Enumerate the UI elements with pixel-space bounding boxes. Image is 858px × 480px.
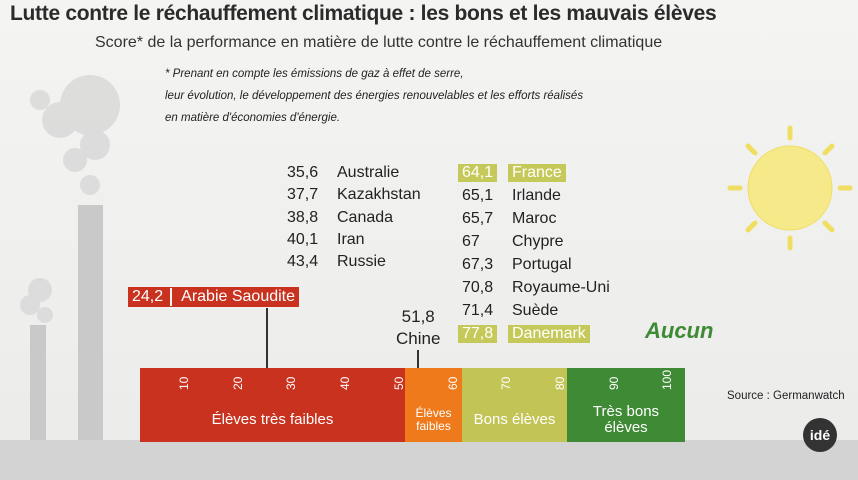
lowest-value: 24,2: [132, 288, 164, 306]
country-score: 65,7: [462, 210, 494, 227]
country-name: Portugal: [512, 256, 572, 273]
country-score: 67,3: [462, 256, 494, 273]
country-name: Kazakhstan: [337, 186, 421, 204]
scale-tick: 60: [445, 376, 460, 390]
scale-segment: [140, 368, 405, 398]
logo: idé: [803, 418, 837, 452]
footnote-line: * Prenant en compte les émissions de gaz…: [165, 68, 464, 80]
none-callout: Aucun: [645, 318, 714, 343]
country-name: Maroc: [512, 210, 557, 227]
country-score: 67: [462, 233, 480, 250]
footnote-line: en matière d'économies d'énergie.: [165, 112, 341, 124]
scale-tick: 40: [338, 376, 353, 390]
scale-tick: 80: [552, 376, 567, 390]
country-score: 40,1: [287, 230, 319, 248]
band-label: Bons élèves: [462, 398, 567, 442]
scale-tick: 30: [284, 376, 299, 390]
country-score: 70,8: [462, 279, 494, 296]
band-label: Élèves faibles: [405, 398, 462, 442]
country-name: Suède: [512, 302, 559, 319]
china-value: 51,8: [401, 307, 435, 326]
country-name: Canada: [337, 208, 394, 226]
country-name: France: [508, 164, 566, 182]
scale-tick: 90: [606, 376, 621, 390]
lowest-label: Arabie Saoudite: [181, 288, 296, 306]
band-label: Élèves très faibles: [140, 398, 405, 442]
country-name: Iran: [337, 230, 365, 248]
country-name: Danemark: [508, 325, 590, 343]
scale-segment: [405, 368, 462, 398]
scale-tick: 20: [230, 376, 245, 390]
scale-segment: [567, 368, 685, 398]
scale-tick: 10: [177, 376, 191, 390]
band-label: Très bons élèves: [567, 398, 685, 442]
country-name: Royaume-Uni: [512, 279, 610, 296]
lowest-callout: 24,2 Arabie Saoudite: [128, 287, 300, 308]
country-score: 64,1: [458, 164, 498, 182]
country-name: Irlande: [512, 187, 561, 204]
scale-tick: 70: [499, 376, 514, 390]
country-score: 37,7: [287, 186, 319, 204]
source: Source : Germanwatch: [727, 390, 845, 402]
country-score: 38,8: [287, 208, 319, 226]
china-label: Chine: [396, 329, 441, 348]
country-score: 77,8: [458, 325, 498, 343]
china-callout: 51,8 Chine: [396, 306, 440, 350]
country-name: Australie: [337, 164, 400, 181]
scale-tick: 100: [660, 369, 675, 390]
title: Lutte contre le réchauffement climatique…: [10, 2, 717, 25]
country-score: 65,1: [462, 187, 494, 204]
country-name: Russie: [337, 253, 386, 271]
scale-tick: 50: [391, 376, 406, 390]
country-score: 43,4: [287, 253, 319, 271]
country-name: Chypre: [512, 233, 564, 250]
country-score: 71,4: [462, 302, 494, 319]
subtitle: Score* de la performance en matière de l…: [95, 34, 663, 51]
country-score: 35,6: [287, 164, 319, 181]
footnote-line: leur évolution, le développement des éne…: [165, 90, 584, 102]
scale-segment: [462, 368, 567, 398]
